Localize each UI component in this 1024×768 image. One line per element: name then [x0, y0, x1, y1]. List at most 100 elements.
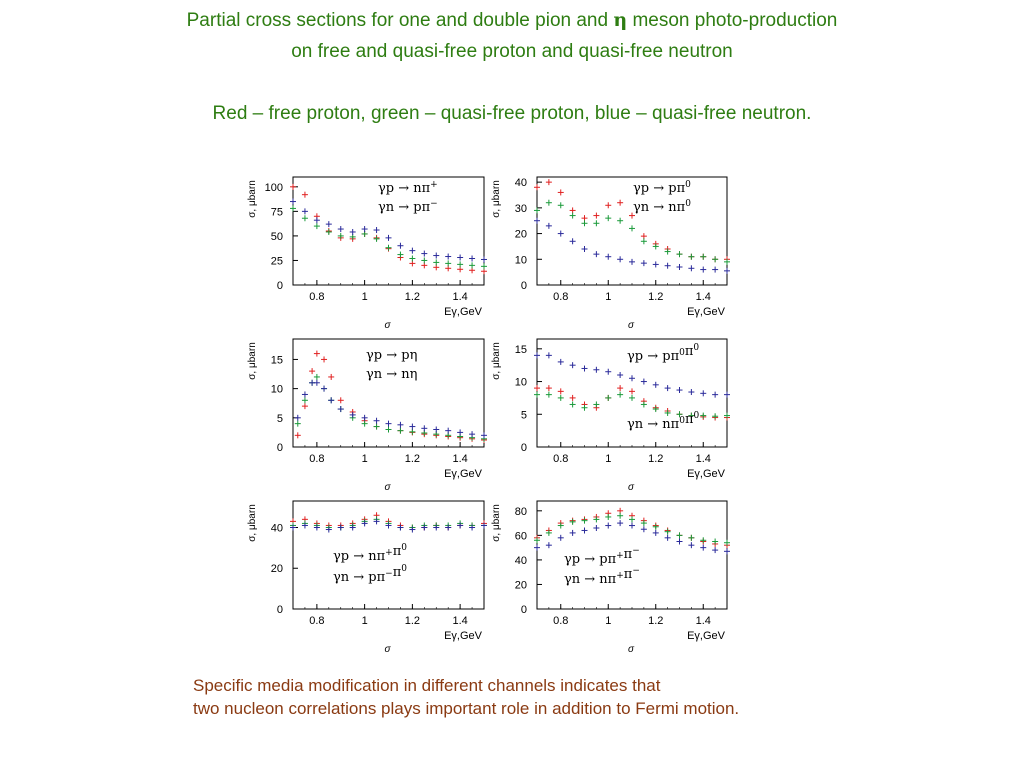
data-point	[700, 537, 707, 544]
data-point	[397, 427, 404, 434]
data-point	[640, 401, 647, 408]
data-point	[469, 255, 476, 262]
data-point	[700, 390, 707, 397]
data-point	[301, 522, 308, 529]
x-tick-label: 1.4	[452, 291, 467, 303]
data-point	[313, 379, 320, 386]
data-point	[688, 542, 695, 549]
x-tick-label: 1.2	[648, 453, 663, 465]
y-tick-label: 0	[521, 442, 527, 454]
data-point	[534, 352, 540, 359]
data-point	[617, 520, 624, 527]
x-tick-label: 1.4	[696, 291, 711, 303]
y-tick-label: 10	[515, 377, 527, 389]
x-tick-label: 1.4	[696, 615, 711, 627]
data-point	[676, 538, 683, 545]
data-point	[545, 391, 552, 398]
y-tick-label: 15	[515, 344, 527, 356]
panel-sigma-label: σ	[628, 644, 635, 655]
data-point	[445, 253, 452, 260]
data-point	[664, 528, 671, 535]
footer-note: Specific media modification in different…	[193, 674, 739, 720]
data-point	[569, 401, 576, 408]
data-point	[712, 391, 719, 398]
data-point	[349, 524, 356, 531]
data-point	[593, 401, 600, 408]
data-point	[481, 263, 487, 270]
chart-panel-3: 0.8 1 1.2 1.4 0 5 10 15 σ, μbarn Eγ,GeV σ γp → pη γn…	[247, 338, 487, 493]
data-point	[294, 414, 301, 421]
x-tick-label: 0.8	[309, 453, 324, 465]
reaction-label-1: γp → pη	[366, 348, 417, 363]
data-point	[617, 391, 624, 398]
data-point	[569, 394, 576, 401]
x-tick-label: 1.2	[405, 291, 420, 303]
data-point	[629, 258, 635, 265]
data-point	[534, 537, 540, 544]
data-point	[313, 217, 320, 224]
data-point	[557, 534, 564, 541]
data-point	[337, 524, 344, 531]
data-point	[409, 428, 416, 435]
data-point	[676, 387, 683, 394]
data-point	[557, 522, 564, 529]
y-tick-label: 100	[265, 182, 283, 194]
series-blue	[294, 379, 487, 439]
series-green	[534, 512, 730, 546]
data-point	[581, 215, 588, 222]
y-tick-label: 15	[271, 354, 283, 366]
panel-sigma-label: σ	[628, 320, 635, 331]
title-line1-after: meson photo-production	[627, 10, 838, 31]
data-point	[313, 223, 320, 230]
data-point	[605, 368, 612, 375]
data-point	[545, 352, 552, 359]
data-point	[593, 366, 600, 373]
data-point	[640, 233, 647, 240]
y-axis-label: σ, μbarn	[247, 180, 258, 218]
data-point	[321, 385, 328, 392]
data-point	[545, 542, 552, 549]
data-point	[724, 267, 730, 274]
data-point	[629, 375, 635, 382]
x-tick-label: 1.2	[405, 615, 420, 627]
data-point	[724, 391, 730, 398]
y-tick-label: 0	[277, 280, 283, 292]
data-point	[581, 404, 588, 411]
y-tick-label: 50	[271, 231, 283, 243]
reaction-label-2: γn → nη	[366, 367, 417, 382]
data-point	[301, 391, 308, 398]
data-point	[361, 414, 368, 421]
series-blue	[290, 198, 487, 263]
reaction-label-1: γp → nπ+	[378, 180, 438, 196]
y-tick-label: 30	[515, 203, 527, 215]
y-axis-label: σ, μbarn	[247, 504, 258, 542]
data-point	[557, 189, 564, 196]
data-point	[581, 220, 588, 227]
data-point	[301, 403, 308, 410]
x-tick-label: 1.2	[405, 453, 420, 465]
data-point	[290, 524, 296, 531]
series-blue	[534, 217, 730, 274]
data-point	[290, 183, 296, 190]
data-point	[712, 413, 719, 420]
color-legend-line: Red – free proton, green – quasi-free pr…	[212, 103, 812, 124]
y-tick-label: 40	[271, 522, 283, 534]
data-point	[373, 235, 380, 242]
data-point	[457, 522, 464, 529]
panel-sigma-label: σ	[628, 482, 635, 493]
y-tick-label: 40	[515, 555, 527, 567]
data-point	[545, 529, 552, 536]
data-point	[676, 251, 683, 258]
data-point	[640, 260, 647, 267]
data-point	[409, 526, 416, 533]
data-point	[652, 243, 659, 250]
data-point	[664, 262, 671, 269]
reaction-label-2: γn → nπ+π−	[564, 566, 640, 587]
series-green	[534, 199, 730, 265]
data-point	[385, 426, 392, 433]
data-point	[361, 520, 368, 527]
data-point	[712, 266, 719, 273]
x-axis-label: Eγ,GeV	[687, 468, 726, 480]
chart-panel-5: 0.8 1 1.2 1.4 0 20 40 σ, μbarn Eγ,GeV σ γp → nπ+π0…	[247, 500, 487, 655]
x-axis-label: Eγ,GeV	[687, 630, 726, 642]
